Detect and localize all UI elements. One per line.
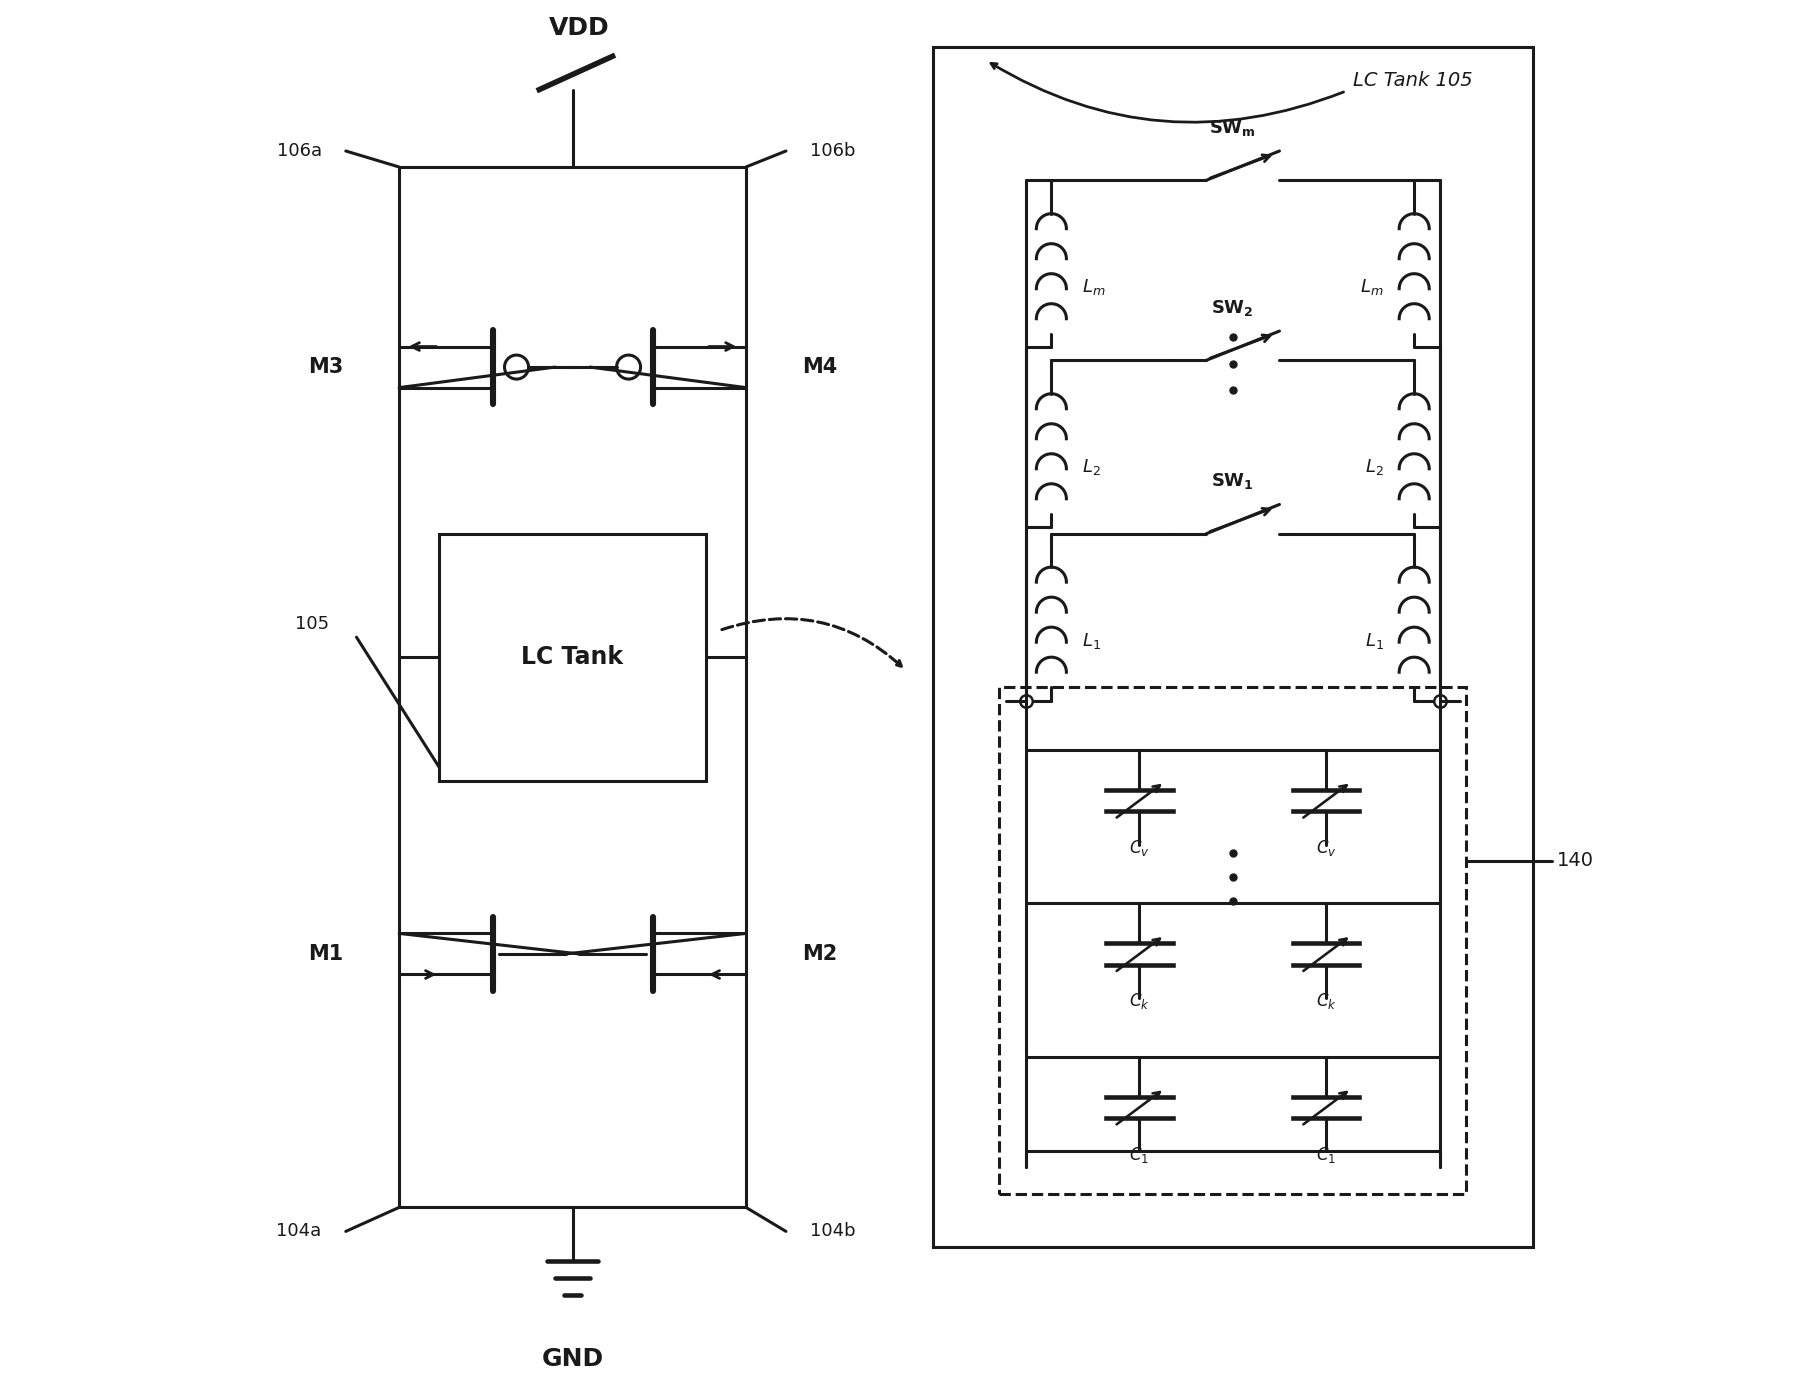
Text: LC Tank: LC Tank: [522, 646, 623, 669]
Text: $C_k$: $C_k$: [1129, 991, 1151, 1011]
Text: 105: 105: [295, 616, 330, 633]
Text: $C_v$: $C_v$: [1316, 839, 1337, 858]
Text: $C_v$: $C_v$: [1129, 839, 1151, 858]
Text: 106b: 106b: [810, 142, 855, 160]
Bar: [439, 534, 707, 781]
Text: 106a: 106a: [277, 142, 323, 160]
Text: LC Tank 105: LC Tank 105: [1354, 70, 1473, 90]
Text: $\mathbf{SW_m}$: $\mathbf{SW_m}$: [1209, 117, 1256, 138]
Text: $L_2$: $L_2$: [1364, 457, 1384, 476]
Text: $C_k$: $C_k$: [1316, 991, 1337, 1011]
Bar: [1000, 687, 1466, 1194]
Text: $L_1$: $L_1$: [1082, 631, 1100, 650]
Text: M1: M1: [308, 945, 344, 964]
Text: $C_1$: $C_1$: [1129, 1144, 1149, 1165]
Text: $\mathbf{SW_2}$: $\mathbf{SW_2}$: [1212, 297, 1254, 318]
Text: M2: M2: [801, 945, 837, 964]
Text: $L_m$: $L_m$: [1082, 277, 1105, 297]
Text: $L_m$: $L_m$: [1361, 277, 1384, 297]
Text: $L_2$: $L_2$: [1082, 457, 1100, 476]
Text: 140: 140: [1557, 851, 1595, 870]
Text: 104a: 104a: [277, 1223, 323, 1241]
Text: $C_1$: $C_1$: [1316, 1144, 1335, 1165]
Text: 104b: 104b: [810, 1223, 855, 1241]
Text: M3: M3: [308, 357, 344, 377]
Text: GND: GND: [542, 1348, 603, 1371]
Text: $\mathbf{SW_1}$: $\mathbf{SW_1}$: [1212, 471, 1254, 492]
Text: $L_1$: $L_1$: [1364, 631, 1384, 650]
Text: VDD: VDD: [549, 17, 609, 40]
Text: M4: M4: [801, 357, 837, 377]
Bar: [933, 47, 1533, 1248]
